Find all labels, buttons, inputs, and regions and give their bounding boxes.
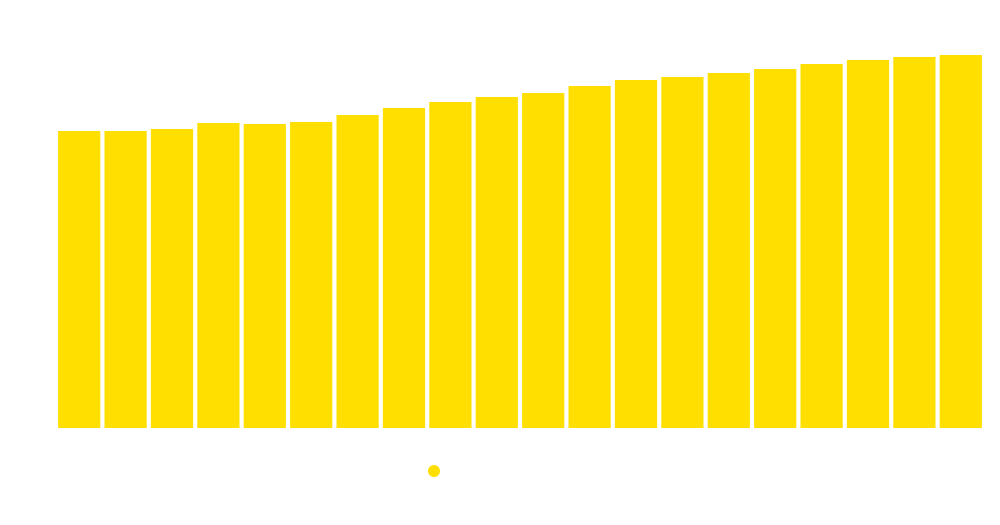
bar	[614, 80, 658, 428]
bar	[475, 97, 518, 428]
bar	[707, 73, 750, 428]
bar	[754, 69, 797, 428]
bar	[290, 122, 333, 428]
legend-marker	[428, 465, 440, 477]
bar	[846, 60, 890, 428]
bar	[800, 64, 843, 428]
bar	[429, 102, 472, 428]
bar	[150, 129, 194, 428]
bar	[336, 115, 379, 428]
bar	[661, 77, 704, 428]
bar	[939, 55, 982, 428]
bar	[522, 93, 565, 428]
bar	[243, 124, 286, 428]
bar	[58, 131, 101, 428]
bar	[568, 86, 611, 428]
bar	[893, 57, 936, 428]
bar	[197, 123, 240, 428]
bar	[104, 131, 147, 428]
bar	[382, 108, 426, 428]
